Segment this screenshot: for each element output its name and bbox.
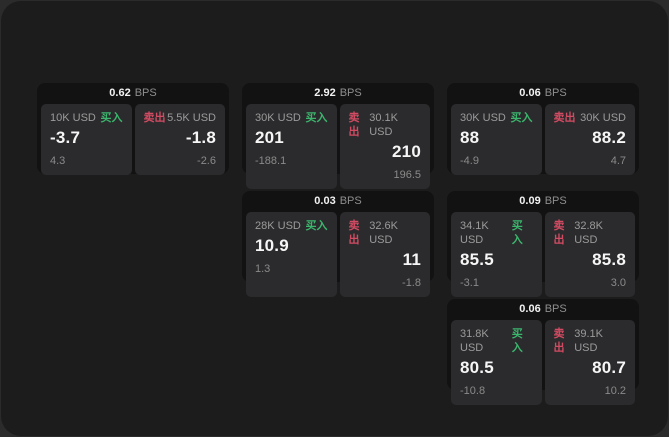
sell-price: 85.8 (592, 250, 626, 269)
buy-quote-tile[interactable]: 31.8K USD 买入 80.5 -10.8 (451, 320, 542, 405)
quote-grid: 0.62 BPS 10K USD 买入 -3.7 4.3 卖出 5.5K USD (37, 83, 639, 405)
buy-quote-tile[interactable]: 34.1K USD 买入 85.5 -3.1 (451, 212, 542, 297)
quote-card: 0.06 BPS 30K USD 买入 88 -4.9 卖出 30K USD (447, 83, 639, 175)
sell-delta: -2.6 (197, 155, 216, 167)
buy-delta: -10.8 (460, 385, 486, 397)
spread-value: 0.06 (519, 87, 541, 99)
spread-header: 0.03 BPS (246, 191, 430, 212)
sell-quote-tile[interactable]: 卖出 30.1K USD 210 196.5 (339, 104, 430, 189)
sell-amount: 32.6K USD (369, 220, 398, 246)
spread-header: 0.06 BPS (451, 299, 635, 320)
quote-card: 0.62 BPS 10K USD 买入 -3.7 4.3 卖出 5.5K USD (37, 83, 229, 175)
sell-side-label: 卖出 (143, 112, 166, 124)
buy-delta: -188.1 (255, 155, 287, 167)
sell-price: 210 (392, 142, 421, 161)
buy-side-label: 买入 (305, 112, 328, 124)
spread-unit: BPS (134, 87, 157, 99)
sell-price: 11 (402, 250, 421, 269)
sell-delta: 3.0 (610, 277, 626, 289)
buy-amount: 31.8K USD (460, 328, 489, 354)
sell-side-label: 卖出 (348, 112, 360, 138)
sell-price: -1.8 (185, 128, 216, 147)
sell-amount: 5.5K USD (167, 112, 216, 124)
sell-quote-tile[interactable]: 卖出 39.1K USD 80.7 10.2 (544, 320, 635, 405)
sell-delta: 4.7 (610, 155, 626, 167)
buy-side-label: 买入 (511, 328, 523, 354)
quote-card: 0.03 BPS 28K USD 买入 10.9 1.3 卖出 32.6K USD (242, 191, 434, 297)
buy-price: 201 (255, 128, 284, 147)
spread-unit: BPS (544, 195, 567, 207)
buy-amount: 30K USD (255, 112, 301, 124)
buy-price: 80.5 (460, 358, 494, 377)
sell-price: 80.7 (592, 358, 626, 377)
buy-side-label: 买入 (305, 220, 328, 232)
buy-delta: -4.9 (460, 155, 479, 167)
buy-price: 85.5 (460, 250, 494, 269)
spread-unit: BPS (544, 303, 567, 315)
buy-amount: 34.1K USD (460, 220, 489, 246)
spread-unit: BPS (339, 195, 362, 207)
sell-delta: -1.8 (402, 277, 421, 289)
quote-card: 0.09 BPS 34.1K USD 买入 85.5 -3.1 卖出 32.8K … (447, 191, 639, 297)
spread-value: 2.92 (314, 87, 336, 99)
buy-amount: 30K USD (460, 112, 506, 124)
buy-price: -3.7 (50, 128, 81, 147)
buy-side-label: 买入 (511, 220, 523, 246)
quote-card: 0.06 BPS 31.8K USD 买入 80.5 -10.8 卖出 39.1K… (447, 299, 639, 405)
buy-quote-tile[interactable]: 30K USD 买入 88 -4.9 (451, 104, 542, 175)
sell-amount: 39.1K USD (574, 328, 603, 354)
spread-header: 0.62 BPS (41, 83, 225, 104)
buy-quote-tile[interactable]: 28K USD 买入 10.9 1.3 (246, 212, 337, 297)
buy-price: 10.9 (255, 236, 289, 255)
spread-header: 0.09 BPS (451, 191, 635, 212)
sell-side-label: 卖出 (348, 220, 360, 246)
sell-price: 88.2 (592, 128, 626, 147)
quote-card: 2.92 BPS 30K USD 买入 201 -188.1 卖出 30.1K U… (242, 83, 434, 189)
sell-amount: 32.8K USD (574, 220, 603, 246)
sell-quote-tile[interactable]: 卖出 32.8K USD 85.8 3.0 (544, 212, 635, 297)
spread-unit: BPS (544, 87, 567, 99)
sell-quote-tile[interactable]: 卖出 5.5K USD -1.8 -2.6 (134, 104, 225, 175)
buy-quote-tile[interactable]: 30K USD 买入 201 -188.1 (246, 104, 337, 189)
sell-quote-tile[interactable]: 卖出 30K USD 88.2 4.7 (544, 104, 635, 175)
sell-amount: 30K USD (580, 112, 626, 124)
sell-side-label: 卖出 (553, 112, 576, 124)
sell-amount: 30.1K USD (369, 112, 398, 138)
spread-value: 0.03 (314, 195, 336, 207)
buy-quote-tile[interactable]: 10K USD 买入 -3.7 4.3 (41, 104, 132, 175)
buy-amount: 10K USD (50, 112, 96, 124)
spread-header: 0.06 BPS (451, 83, 635, 104)
spread-value: 0.09 (519, 195, 541, 207)
buy-side-label: 买入 (510, 112, 533, 124)
buy-delta: 1.3 (255, 263, 271, 275)
sell-delta: 196.5 (393, 169, 421, 181)
spread-header: 2.92 BPS (246, 83, 430, 104)
sell-delta: 10.2 (604, 385, 626, 397)
buy-delta: -3.1 (460, 277, 479, 289)
sell-side-label: 卖出 (553, 220, 565, 246)
spread-value: 0.06 (519, 303, 541, 315)
buy-side-label: 买入 (100, 112, 123, 124)
buy-price: 88 (460, 128, 480, 147)
buy-delta: 4.3 (50, 155, 66, 167)
sell-quote-tile[interactable]: 卖出 32.6K USD 11 -1.8 (339, 212, 430, 297)
sell-side-label: 卖出 (553, 328, 565, 354)
buy-amount: 28K USD (255, 220, 301, 232)
spread-value: 0.62 (109, 87, 131, 99)
spread-unit: BPS (339, 87, 362, 99)
